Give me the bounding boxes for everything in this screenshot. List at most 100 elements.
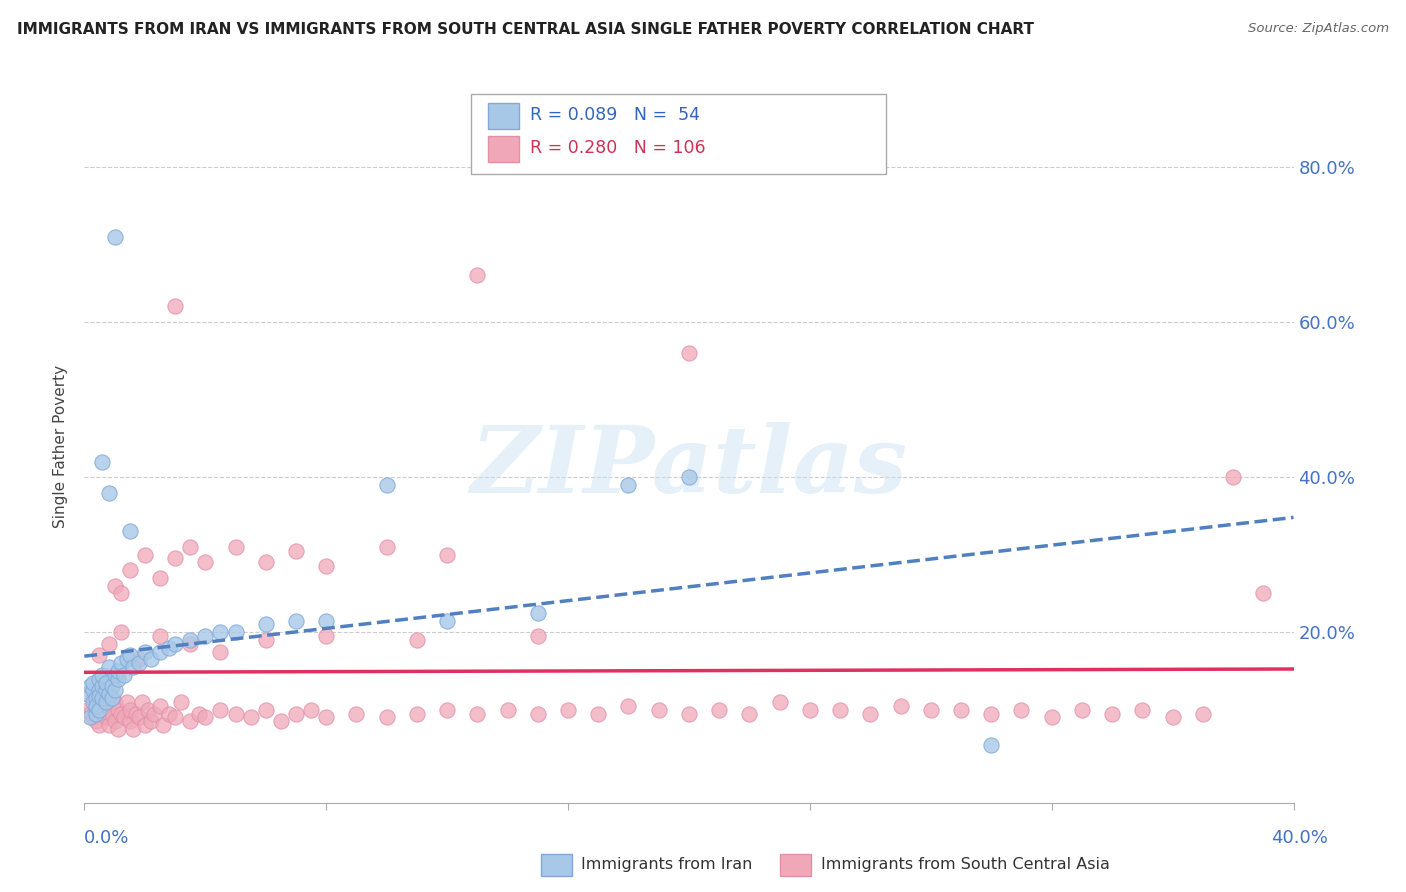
Point: [118, 703, 141, 717]
Point: [107, 722, 129, 736]
Point: [149, 644, 172, 658]
Point: [104, 668, 127, 682]
Point: [254, 632, 277, 647]
Point: [179, 714, 201, 729]
Point: [179, 632, 201, 647]
Point: [91, 695, 114, 709]
Point: [86, 698, 108, 713]
Point: [346, 706, 368, 721]
Point: [76, 703, 98, 717]
Point: [104, 579, 127, 593]
Point: [254, 617, 277, 632]
Point: [1192, 706, 1215, 721]
Point: [270, 714, 292, 729]
Point: [89, 703, 111, 717]
Point: [94, 675, 117, 690]
Point: [104, 714, 127, 729]
Point: [799, 703, 821, 717]
Point: [194, 629, 217, 643]
Text: R = 0.089   N =  54: R = 0.089 N = 54: [530, 106, 700, 124]
Point: [678, 706, 700, 721]
Point: [94, 683, 117, 698]
Point: [859, 706, 882, 721]
Point: [617, 477, 640, 491]
Text: Immigrants from South Central Asia: Immigrants from South Central Asia: [821, 857, 1109, 871]
Text: R = 0.280   N = 106: R = 0.280 N = 106: [530, 139, 706, 157]
Point: [436, 703, 458, 717]
Point: [100, 691, 122, 706]
Point: [149, 629, 172, 643]
Point: [97, 718, 120, 732]
Y-axis label: Single Father Poverty: Single Father Poverty: [53, 365, 69, 527]
Point: [128, 710, 150, 724]
Point: [527, 706, 550, 721]
Point: [97, 691, 120, 706]
Point: [97, 485, 120, 500]
Point: [128, 652, 150, 666]
Point: [1130, 703, 1153, 717]
Point: [157, 640, 180, 655]
Point: [91, 680, 114, 694]
Point: [406, 632, 429, 647]
Point: [118, 563, 141, 577]
Point: [110, 586, 132, 600]
Point: [709, 703, 731, 717]
Point: [980, 706, 1002, 721]
Point: [107, 672, 129, 686]
Point: [104, 229, 127, 244]
Point: [76, 687, 98, 701]
Point: [557, 703, 579, 717]
Point: [139, 652, 162, 666]
Point: [86, 706, 108, 721]
Point: [131, 695, 153, 709]
Point: [890, 698, 912, 713]
Point: [152, 718, 174, 732]
Point: [115, 695, 138, 709]
Point: [1222, 470, 1244, 484]
Point: [110, 625, 132, 640]
Point: [165, 299, 187, 313]
Point: [149, 571, 172, 585]
Point: [121, 722, 143, 736]
Point: [920, 703, 942, 717]
Point: [830, 703, 852, 717]
Point: [89, 683, 111, 698]
Point: [1071, 703, 1094, 717]
Point: [194, 710, 217, 724]
Point: [375, 540, 398, 554]
Point: [128, 656, 150, 670]
Point: [107, 664, 129, 678]
Point: [134, 718, 156, 732]
Point: [980, 738, 1002, 752]
Point: [110, 656, 132, 670]
Point: [91, 706, 114, 721]
Point: [165, 637, 187, 651]
Point: [209, 625, 232, 640]
Point: [239, 710, 262, 724]
Point: [118, 524, 141, 539]
Text: ZIPatlas: ZIPatlas: [471, 423, 907, 512]
Point: [950, 703, 973, 717]
Point: [1040, 710, 1063, 724]
Point: [139, 714, 162, 729]
Point: [79, 706, 101, 721]
Point: [86, 714, 108, 729]
Point: [406, 706, 429, 721]
Point: [86, 698, 108, 713]
Point: [467, 706, 489, 721]
Point: [375, 710, 398, 724]
Point: [179, 637, 201, 651]
Point: [769, 695, 792, 709]
Point: [254, 555, 277, 569]
Point: [79, 680, 101, 694]
Point: [136, 703, 159, 717]
Point: [134, 644, 156, 658]
Point: [527, 629, 550, 643]
Point: [467, 268, 489, 283]
Point: [89, 718, 111, 732]
Point: [738, 706, 761, 721]
Point: [100, 680, 122, 694]
Point: [157, 706, 180, 721]
Text: IMMIGRANTS FROM IRAN VS IMMIGRANTS FROM SOUTH CENTRAL ASIA SINGLE FATHER POVERTY: IMMIGRANTS FROM IRAN VS IMMIGRANTS FROM …: [17, 22, 1033, 37]
Point: [115, 652, 138, 666]
